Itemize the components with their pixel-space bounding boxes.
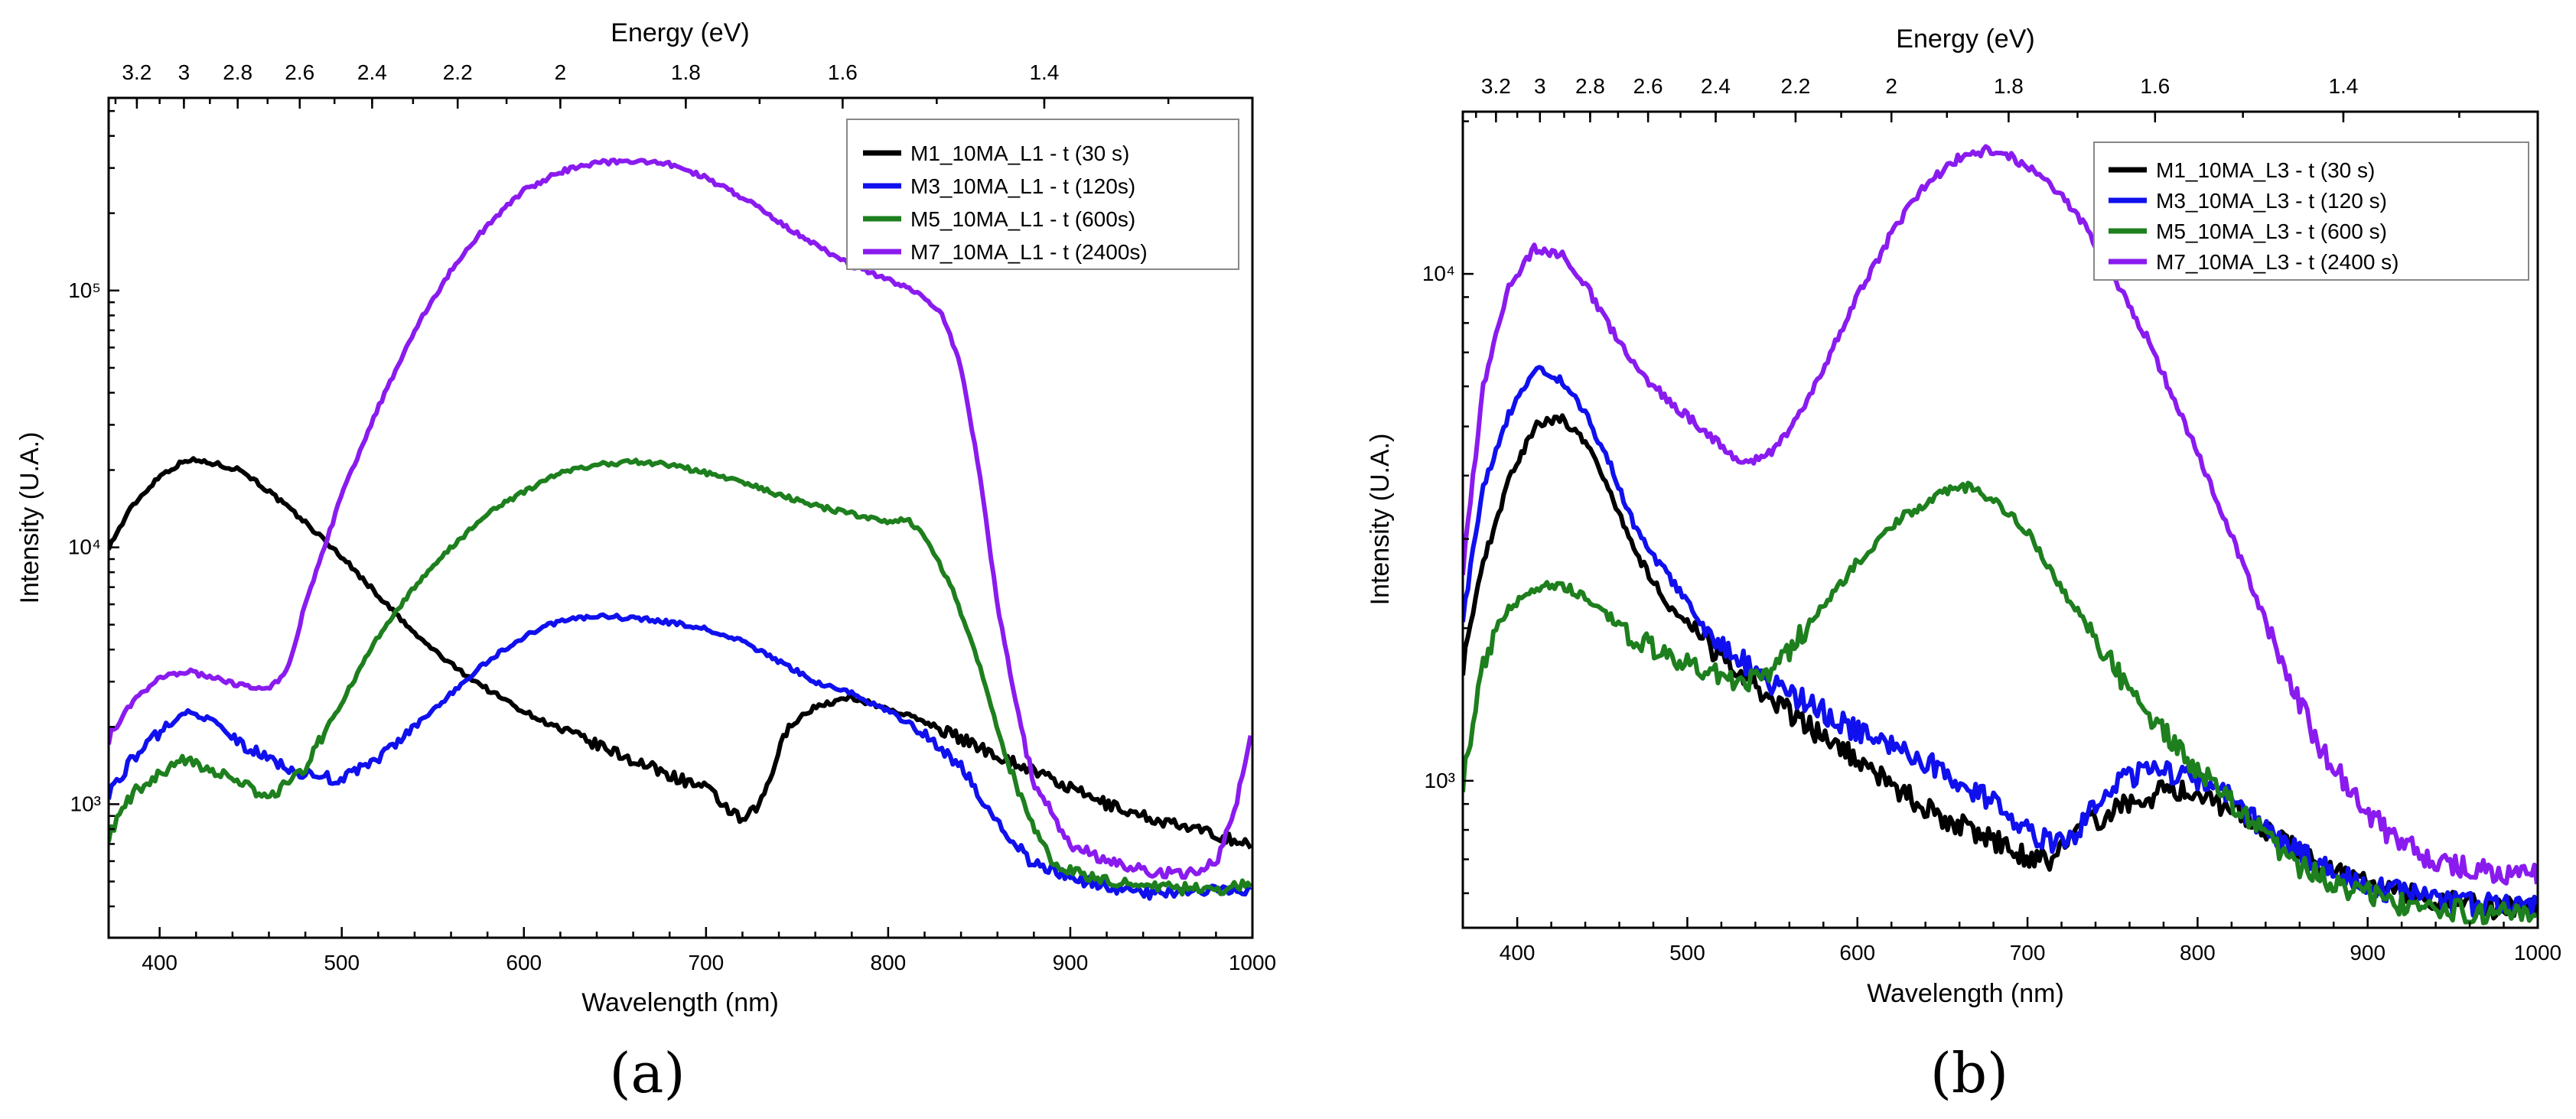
panel-a-energy-axis-title: Energy (eV) xyxy=(611,18,749,47)
panel-b-x-tick-label: 400 xyxy=(1500,941,1536,964)
panel-b-series-m1-line xyxy=(1463,413,2538,921)
panel-b-label: (b) xyxy=(1930,1041,2008,1105)
panel-a-legend: M1_10MA_L1 - t (30 s) M3_10MA_L1 - t (12… xyxy=(846,119,1239,270)
panel-b-y-tick-label: 10⁴ xyxy=(1422,262,1455,285)
panel-a-x-tick-label: 600 xyxy=(506,951,542,974)
panel-a-legend-box xyxy=(846,119,1239,270)
panel-a-energy-tick-label: 3 xyxy=(178,60,191,84)
panel-b-x-axis-title: Wavelength (nm) xyxy=(1867,979,2064,1008)
panel-a-x-tick-label: 900 xyxy=(1053,951,1089,974)
panel-b-legend-label-m7: M7_10MA_L3 - t (2400 s) xyxy=(2156,250,2399,274)
panel-a-legend-label-m3: M3_10MA_L1 - t (120s) xyxy=(910,174,1135,198)
panel-a-energy-ticks: 3.2 3 2.8 2.6 2.4 2.2 2 1.8 1.6 1.4 xyxy=(114,60,1170,109)
panel-b-legend-box xyxy=(2093,142,2529,281)
panel-b-x-tick-label: 1000 xyxy=(2514,941,2561,964)
panel-b-y-ticks: 10³ 10⁴ xyxy=(1422,120,1474,895)
panel-b-series-m7-line xyxy=(1463,144,2538,886)
panel-b-energy-tick-label: 1.8 xyxy=(1994,74,2024,98)
panel-a-y-ticks: 10³ 10⁴ 10⁵ xyxy=(68,109,119,908)
panel-a-series-group xyxy=(109,158,1252,901)
panel-b-legend-label-m3: M3_10MA_L3 - t (120 s) xyxy=(2156,189,2387,213)
panel-b-energy-tick-label: 3 xyxy=(1534,74,1546,98)
panel-a-series-m1-line xyxy=(109,456,1252,850)
panel-b-series-m5-line xyxy=(1463,480,2538,925)
panel-a-energy-tick-label: 1.8 xyxy=(671,60,701,84)
panel-b-energy-tick-label: 2.6 xyxy=(1633,74,1663,98)
panel-a-x-tick-label: 500 xyxy=(324,951,360,974)
panel-b-plot-frame xyxy=(1461,110,2539,929)
panel-a-y-tick-label: 10³ xyxy=(70,792,101,815)
panel-b-energy-tick-label: 3.2 xyxy=(1481,74,1511,98)
panel-b-legend-label-m1: M1_10MA_L3 - t (30 s) xyxy=(2156,158,2375,182)
panel-a-chart: Energy (eV) 400 500 600 700 800 900 1000 10³10… xyxy=(15,18,1276,1105)
panel-a-legend-label-m1: M1_10MA_L1 - t (30 s) xyxy=(910,142,1129,165)
panel-b-x-tick-label: 800 xyxy=(2180,941,2216,964)
panel-a-energy-tick-label: 3.2 xyxy=(122,60,151,84)
panel-a-y-tick-label: 10⁴ xyxy=(68,535,101,559)
panel-a-y-axis-title: Intensity (U.A.) xyxy=(15,432,44,604)
panel-a-energy-tick-label: 1.4 xyxy=(1029,60,1059,84)
panel-b-energy-axis-title: Energy (eV) xyxy=(1896,24,2034,54)
panel-a-legend-label-m5: M5_10MA_L1 - t (600s) xyxy=(910,207,1135,231)
panel-a-energy-tick-label: 2 xyxy=(555,60,567,84)
panel-b-energy-tick-label: 2 xyxy=(1885,74,1897,98)
panel-a-series-m3-line xyxy=(109,612,1252,901)
panel-b-legend-label-m5: M5_10MA_L3 - t (600 s) xyxy=(2156,220,2387,243)
panel-b-x-tick-label: 700 xyxy=(2010,941,2046,964)
panel-b-energy-tick-label: 1.4 xyxy=(2328,74,2358,98)
panel-a-energy-tick-label: 2.6 xyxy=(285,60,314,84)
panel-b-x-tick-label: 500 xyxy=(1669,941,1705,964)
panel-a-x-ticks: 400 500 600 700 800 900 1000 xyxy=(142,927,1276,974)
panel-b-energy-tick-label: 2.8 xyxy=(1575,74,1605,98)
panel-b-x-tick-label: 600 xyxy=(1839,941,1875,964)
panel-b-energy-tick-label: 2.2 xyxy=(1780,74,1810,98)
panel-a-energy-tick-label: 2.8 xyxy=(223,60,252,84)
panel-b-series-group xyxy=(1463,144,2538,925)
panel-a-energy-tick-label: 2.4 xyxy=(357,60,387,84)
panel-b-legend: M1_10MA_L3 - t (30 s) M3_10MA_L3 - t (12… xyxy=(2093,142,2529,281)
panel-a-y-tick-label: 10⁵ xyxy=(68,278,101,302)
panel-b-y-axis-title: Intensity (U.A.) xyxy=(1366,434,1395,606)
panel-b-energy-ticks: 3.2 3 2.8 2.6 2.4 2.2 2 1.8 1.6 1.4 xyxy=(1474,74,2460,122)
panel-b-energy-tick-label: 2.4 xyxy=(1701,74,1731,98)
panel-a-series-m7-line xyxy=(109,158,1252,880)
panel-a-x-tick-label: 800 xyxy=(871,951,907,974)
panel-a-x-tick-label: 1000 xyxy=(1229,951,1276,974)
panel-b-energy-tick-label: 1.6 xyxy=(2140,74,2170,98)
panel-a-energy-tick-label: 2.2 xyxy=(443,60,473,84)
panel-a-x-axis-title: Wavelength (nm) xyxy=(581,988,779,1017)
panel-a-x-tick-label: 700 xyxy=(688,951,724,974)
panel-a-x-tick-label: 400 xyxy=(142,951,177,974)
panel-b-x-tick-label: 900 xyxy=(2350,941,2385,964)
panel-a-series-m5-line xyxy=(109,457,1252,897)
panel-a-label: (a) xyxy=(609,1041,685,1105)
panel-b-y-tick-label: 10³ xyxy=(1425,769,1455,792)
panel-b-chart: Energy (eV) 400 500 600 700 800 900 1000 10³10… xyxy=(1366,24,2561,1105)
panel-a-legend-label-m7: M7_10MA_L1 - t (2400s) xyxy=(910,240,1148,264)
panel-b-x-ticks: 400 500 600 700 800 900 1000 xyxy=(1500,917,2561,964)
panel-a-plot-frame xyxy=(107,96,1254,939)
panel-a-energy-tick-label: 1.6 xyxy=(828,60,858,84)
